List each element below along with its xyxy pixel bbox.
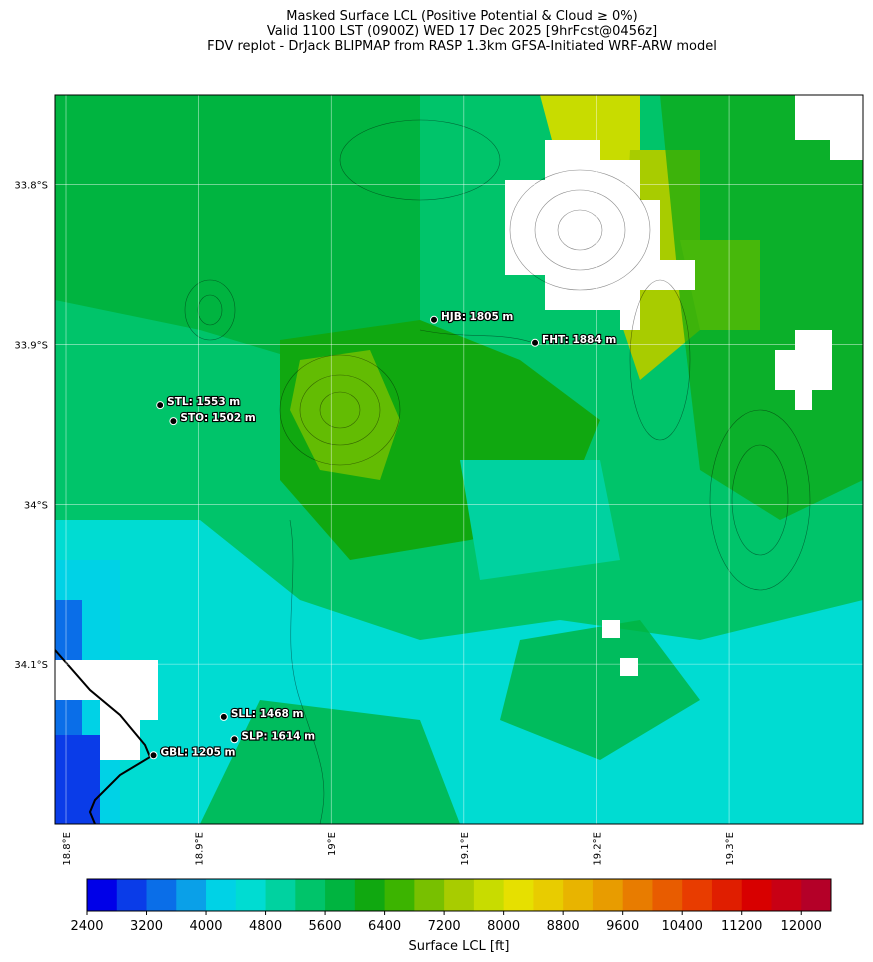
colorbar: 2400 3200 4000 4800 5600 6400 7200 8000 8800 9600… bbox=[70, 878, 832, 954]
raster-region bbox=[200, 700, 460, 824]
colorbar-swatch bbox=[444, 879, 475, 911]
x-tick-label: 19.1°E bbox=[460, 832, 471, 866]
colorbar-tick-label: 3200 bbox=[130, 919, 163, 934]
colorbar-swatch bbox=[414, 879, 445, 911]
station-marker bbox=[531, 338, 540, 347]
station-label: STL: 1553 m bbox=[167, 396, 240, 408]
terrain-contours bbox=[184, 119, 811, 824]
colorbar-swatch bbox=[384, 879, 415, 911]
colorbar-swatch bbox=[771, 879, 802, 911]
colorbar-swatch bbox=[741, 879, 772, 911]
colorbar-swatch bbox=[116, 879, 148, 911]
graticule bbox=[55, 95, 863, 824]
y-tick-label: 33.9°S bbox=[14, 340, 48, 351]
colorbar-swatch bbox=[711, 879, 743, 911]
masked-area bbox=[620, 658, 638, 676]
raster-region bbox=[500, 620, 700, 760]
station-marker bbox=[430, 315, 439, 324]
station-label: SLL: 1468 m bbox=[231, 708, 304, 720]
colorbar-swatch bbox=[563, 879, 594, 911]
colorbar-swatch bbox=[87, 879, 118, 911]
colorbar-tick-label: 11200 bbox=[721, 919, 762, 934]
colorbar-tick-label: 8800 bbox=[547, 919, 580, 934]
colorbar-swatch bbox=[354, 879, 386, 911]
station-marker bbox=[169, 417, 178, 426]
masked-area bbox=[795, 95, 863, 160]
map-frame bbox=[54, 94, 864, 825]
station-label: STO: 1502 m bbox=[180, 412, 255, 424]
colorbar-label: Surface LCL [ft] bbox=[409, 939, 510, 954]
y-tick-label: 34°S bbox=[24, 500, 48, 511]
station-marker bbox=[149, 751, 158, 760]
masked-area bbox=[775, 330, 832, 410]
station-label: FHT: 1884 m bbox=[542, 334, 616, 346]
colorbar-swatch bbox=[473, 879, 505, 911]
x-tick-label: 19.2°E bbox=[592, 832, 603, 866]
colorbar-frame bbox=[86, 878, 832, 912]
y-tick-label: 34.1°S bbox=[14, 660, 48, 671]
chart-title: FDV replot - DrJack BLIPMAP from RASP 1.… bbox=[207, 39, 717, 54]
colorbar-swatch bbox=[682, 879, 713, 911]
colorbar-tick-label: 7200 bbox=[428, 919, 461, 934]
station-label: SLP: 1614 m bbox=[241, 730, 315, 742]
colorbar-swatch bbox=[235, 879, 267, 911]
colorbar-swatch bbox=[801, 879, 832, 911]
colorbar-swatch bbox=[295, 879, 326, 911]
colorbar-swatch bbox=[176, 879, 207, 911]
colorbar-tick-label: 10400 bbox=[662, 919, 703, 934]
x-tick-label: 19.3°E bbox=[725, 832, 736, 866]
colorbar-tick-label: 2400 bbox=[70, 919, 103, 934]
colorbar-tick-label: 4000 bbox=[189, 919, 222, 934]
x-tick-label: 18.9°E bbox=[195, 832, 206, 866]
colorbar-swatch bbox=[533, 879, 564, 911]
colorbar-swatch bbox=[652, 879, 683, 911]
axis-labels: 18.8°E 18.9°E 19°E 19.1°E 19.2°E 19.3°E 33.8°S… bbox=[14, 181, 736, 866]
colorbar-tick-label: 9600 bbox=[606, 919, 639, 934]
y-tick-label: 33.8°S bbox=[14, 181, 48, 192]
masked-area bbox=[602, 620, 620, 638]
station-marker bbox=[156, 401, 165, 410]
masked-area bbox=[55, 660, 158, 760]
stations: HJB: 1805 m FHT: 1884 m STL: 1553 m STO: 15… bbox=[149, 310, 617, 760]
colorbar-swatch bbox=[325, 879, 356, 911]
colorbar-swatch bbox=[592, 879, 624, 911]
raster-region bbox=[460, 460, 620, 580]
colorbar-tick-label: 4800 bbox=[249, 919, 282, 934]
title-block: Masked Surface LCL (Positive Potential &… bbox=[207, 9, 717, 54]
raster-region bbox=[55, 735, 100, 824]
raster-region bbox=[660, 95, 863, 520]
map-raster: HJB: 1805 m FHT: 1884 m STL: 1553 m STO: 15… bbox=[55, 95, 863, 824]
masked-area bbox=[505, 140, 695, 330]
colorbar-tick-label: 8000 bbox=[487, 919, 520, 934]
chart-title: Valid 1100 LST (0900Z) WED 17 Dec 2025 [… bbox=[267, 24, 657, 39]
colorbar-swatch bbox=[146, 879, 177, 911]
colorbar-swatch bbox=[503, 879, 534, 911]
station-label: HJB: 1805 m bbox=[441, 311, 513, 323]
colorbar-swatch bbox=[265, 879, 296, 911]
raster-region bbox=[290, 350, 400, 480]
colorbar-tick-label: 5600 bbox=[309, 919, 342, 934]
station-marker bbox=[219, 712, 228, 721]
x-tick-label: 18.8°E bbox=[62, 832, 73, 866]
station-label: GBL: 1205 m bbox=[161, 746, 236, 758]
station-marker bbox=[230, 735, 239, 744]
colorbar-swatch bbox=[622, 879, 653, 911]
chart-title: Masked Surface LCL (Positive Potential &… bbox=[286, 9, 637, 24]
colorbar-tick-label: 6400 bbox=[368, 919, 401, 934]
colorbar-swatch bbox=[206, 879, 237, 911]
colorbar-tick-label: 12000 bbox=[781, 919, 822, 934]
x-tick-label: 19°E bbox=[327, 832, 338, 856]
raster-region bbox=[55, 95, 420, 360]
